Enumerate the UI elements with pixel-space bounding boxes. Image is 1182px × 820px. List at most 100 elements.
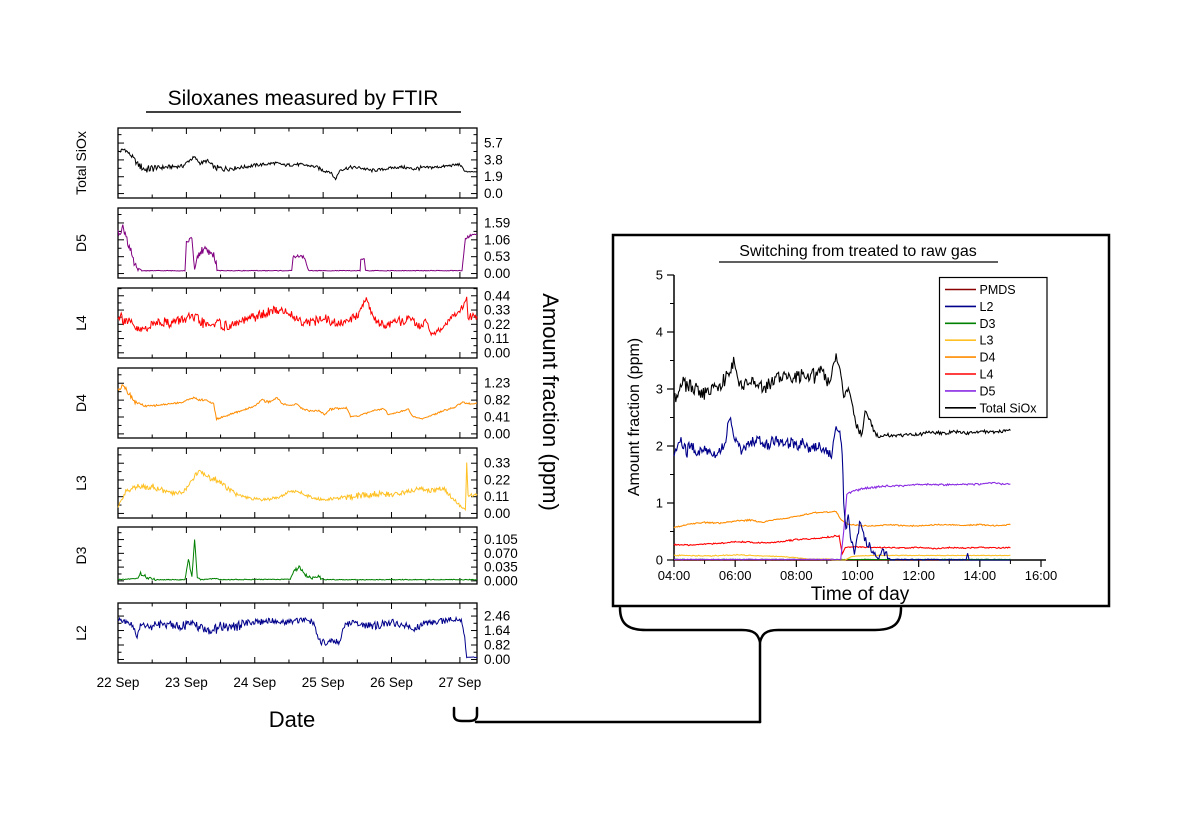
right-xaxis-label: Time of day xyxy=(811,584,910,605)
panel-d4: 0.000.41 0.82 1.23 D4 xyxy=(73,367,510,441)
panel-y-tick-label: 0.070 xyxy=(484,546,518,561)
right-x-tick-label: 12:00 xyxy=(902,568,935,583)
legend-label: L4 xyxy=(980,368,994,382)
series-line-d4 xyxy=(673,510,1011,529)
panel-y-tick-label: 2.46 xyxy=(484,609,510,624)
panel-l3: 0.00 0.11 0.220.33 L3 xyxy=(73,447,510,521)
series-line-total-siox xyxy=(117,148,478,181)
legend-label: PMDS xyxy=(980,283,1016,297)
legend-entry-d3: D3 xyxy=(945,317,996,331)
panel-series-label: L2 xyxy=(73,625,89,641)
series-line-d3 xyxy=(117,539,478,582)
panel-y-tick-label: 0.22 xyxy=(484,472,510,487)
legend-label: D4 xyxy=(980,351,996,365)
series-line-total-siox xyxy=(673,353,1011,439)
panel-y-tick-label: 0.11 xyxy=(484,489,509,504)
panel-y-ticks xyxy=(118,532,477,582)
left-x-tick-label: 24 Sep xyxy=(233,675,276,690)
panel-x-ticks xyxy=(117,448,461,518)
legend-entry-pmds: PMDS xyxy=(945,283,1016,297)
panel-y-ticks xyxy=(118,288,477,354)
panel-x-ticks xyxy=(117,288,461,358)
right-x-tick-label: 04:00 xyxy=(658,568,691,583)
panel-y-tick-label: 1.06 xyxy=(484,232,510,247)
left-x-tick-label: 25 Sep xyxy=(302,675,345,690)
panel-y-ticks xyxy=(118,374,477,435)
left-xaxis-label: Date xyxy=(269,707,315,732)
right-chart: Switching from treated to raw gas 0 1 2 3 4 5… xyxy=(611,233,1111,608)
panel-y-tick-label: 5.7 xyxy=(484,136,503,151)
panel-y-tick-label: 0.44 xyxy=(484,288,511,303)
panel-y-tick-label: 0.00 xyxy=(484,426,510,441)
panel-y-tick-label: 0.00 xyxy=(484,506,510,521)
panel-y-tick-label: 0.82 xyxy=(484,393,510,408)
panel-y-tick-label: 1.9 xyxy=(484,169,503,184)
panel-l2: 0.000.821.642.46 L2 xyxy=(73,602,511,667)
panel-y-tick-label: 1.64 xyxy=(484,623,511,638)
right-x-tick-label: 08:00 xyxy=(780,568,813,583)
connector-small-bracket xyxy=(452,706,479,723)
legend-label: D3 xyxy=(980,317,996,331)
panel-y-tick-label: 0.000 xyxy=(484,573,518,588)
series-line-l2 xyxy=(673,416,1011,561)
legend-entry-l2: L2 xyxy=(945,300,993,314)
panel-y-tick-label: 0.33 xyxy=(484,303,510,318)
panel-series-label: D5 xyxy=(73,234,89,252)
series-line-l3 xyxy=(117,462,478,512)
legend-label: L2 xyxy=(980,300,994,314)
right-legend: PMDS L2 D3 L3 D4 L4 D5 Total SiOx xyxy=(938,276,1048,419)
series-line-d5 xyxy=(117,224,478,273)
right-y-tick-label: 4 xyxy=(656,325,663,340)
left-x-tick-label: 22 Sep xyxy=(97,675,140,690)
panel-y-tick-label: 1.23 xyxy=(484,376,510,391)
left-yaxis-label: Amount fraction (ppm) xyxy=(538,293,563,511)
legend-label: Total SiOx xyxy=(980,401,1038,415)
panel-x-ticks xyxy=(117,128,461,198)
series-line-d5 xyxy=(673,481,1011,561)
right-x-tick-label: 16:00 xyxy=(1025,568,1058,583)
right-x-tick-label: 14:00 xyxy=(964,568,997,583)
panel-series-label: D4 xyxy=(73,394,89,412)
legend-label: D5 xyxy=(980,384,996,398)
left-x-tick-labels: 22 Sep 23 Sep 24 Sep 25 Sep 26 Sep 27 Sep xyxy=(97,675,482,690)
legend-entry-l3: L3 xyxy=(945,334,993,348)
panel-x-ticks xyxy=(117,368,461,438)
right-yaxis-label: Amount fraction (ppm) xyxy=(626,338,643,496)
connector-large-brace xyxy=(618,606,903,644)
panel-y-ticks xyxy=(118,454,477,514)
panel-series-label: L3 xyxy=(73,475,89,491)
panel-y-ticks xyxy=(118,608,477,660)
left-x-tick-label: 27 Sep xyxy=(439,675,482,690)
left-chart: Siloxanes measured by FTIR 0.0 1.9 3.85.7 T… xyxy=(73,87,563,732)
right-axes: 0 1 2 3 4 5 04:00 06:00 08:00 10:00 12:00 14:00 16:0… xyxy=(656,268,1058,584)
panel-y-tick-label: 0.33 xyxy=(484,456,510,471)
panel-y-tick-label: 0.00 xyxy=(484,345,510,360)
legend-entry-d4: D4 xyxy=(945,351,996,365)
panel-y-ticks xyxy=(118,134,477,195)
legend-entry-total-siox: Total SiOx xyxy=(945,401,1037,415)
right-y-tick-label: 2 xyxy=(656,439,663,454)
legend-label: L3 xyxy=(980,334,994,348)
right-x-tick-label: 06:00 xyxy=(719,568,752,583)
panel-x-ticks xyxy=(117,527,461,584)
panel-series-label: D3 xyxy=(73,546,89,564)
panel-y-tick-label: 0.00 xyxy=(484,652,510,667)
right-y-tick-label: 3 xyxy=(656,382,663,397)
panel-series-label: L4 xyxy=(73,315,89,331)
right-y-tick-label: 1 xyxy=(656,496,663,511)
panel-y-tick-label: 1.59 xyxy=(484,215,510,230)
panel-y-tick-label: 0.41 xyxy=(484,410,510,425)
right-y-tick-label: 5 xyxy=(656,268,663,283)
right-x-tick-label: 10:00 xyxy=(841,568,874,583)
panel-y-tick-label: 0.22 xyxy=(484,317,510,332)
panel-series-label: Total SiOx xyxy=(73,131,89,195)
right-chart-title: Switching from treated to raw gas xyxy=(739,243,976,260)
series-line-l2 xyxy=(118,615,477,659)
panel-y-tick-label: 0.82 xyxy=(484,638,510,653)
panel-y-ticks xyxy=(118,214,477,275)
right-y-tick-label: 0 xyxy=(656,553,663,568)
left-x-tick-label: 23 Sep xyxy=(165,675,208,690)
